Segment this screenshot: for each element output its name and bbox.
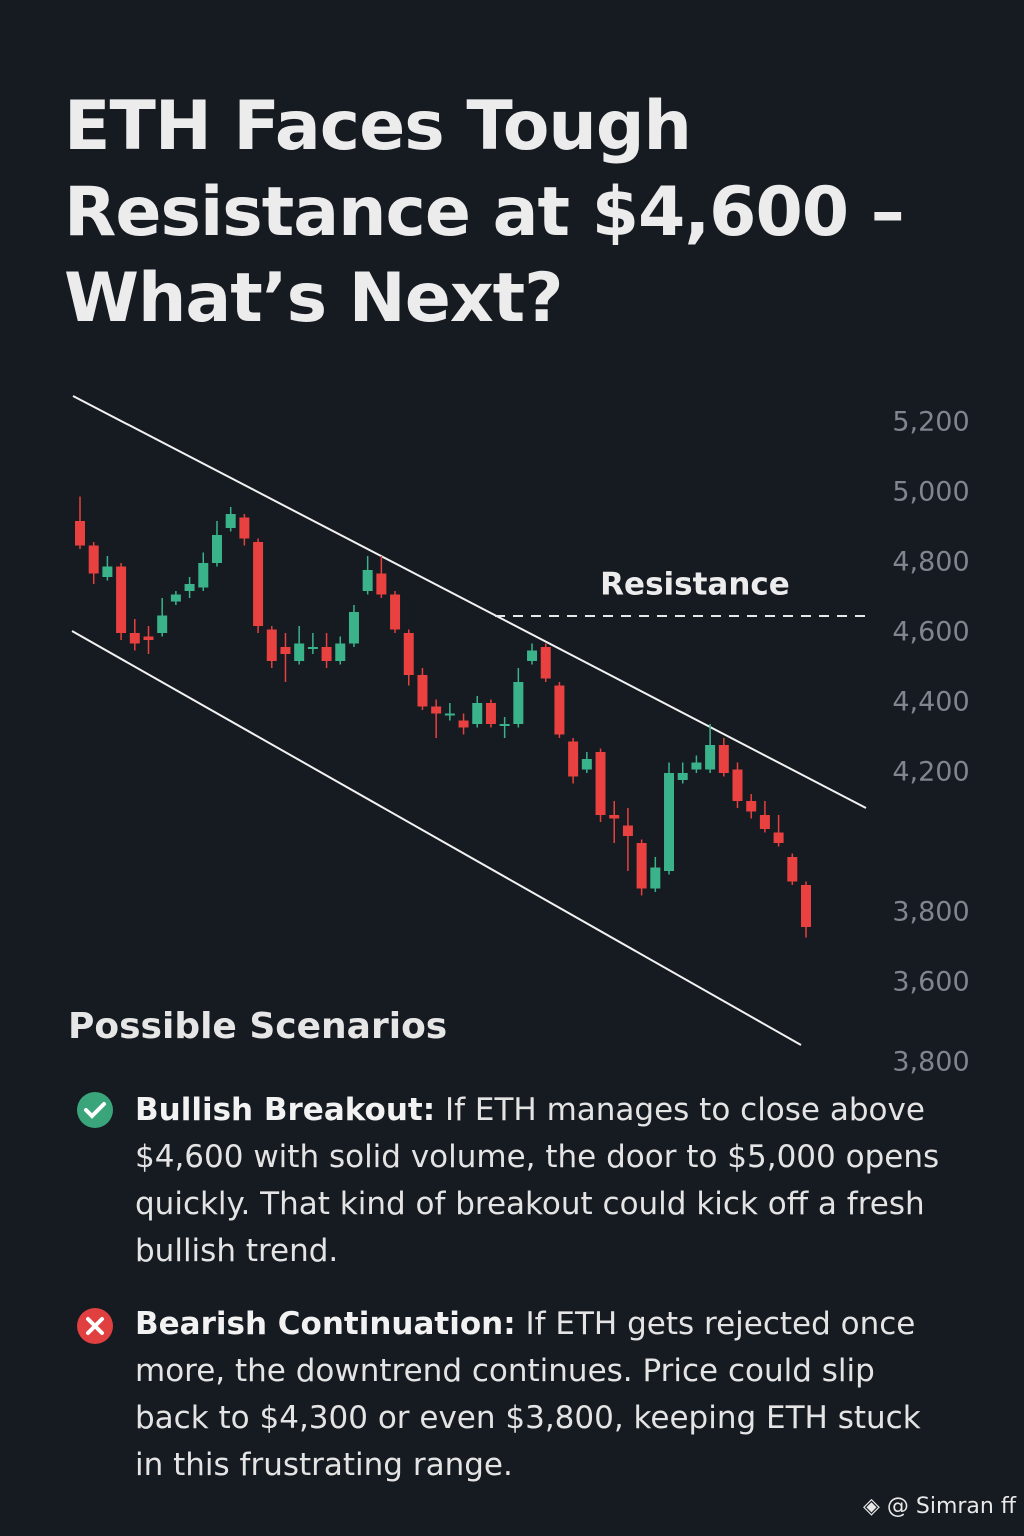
candle-body: [609, 815, 620, 819]
scenario-text: If ETH manages to close above $4,600 wit…: [135, 1092, 940, 1269]
candle-body: [705, 745, 716, 770]
check-icon: [77, 1092, 113, 1128]
candle-body: [787, 857, 798, 882]
candle-body: [581, 759, 592, 770]
title: ETH Faces Tough Resistance at $4,600 – W…: [64, 87, 905, 338]
candle-body: [554, 685, 565, 735]
candle-body: [773, 832, 784, 843]
candle-body: [225, 514, 236, 528]
candle-body: [390, 594, 401, 630]
candle-body: [746, 801, 757, 812]
candle-body: [568, 741, 579, 777]
candle-body: [472, 703, 483, 724]
scenario: Bullish Breakout: If ETH manages to clos…: [135, 1087, 955, 1275]
y-tick-label: 4,400: [892, 687, 969, 718]
scenario-label: Bearish Continuation:: [135, 1306, 516, 1342]
candle-body: [335, 643, 346, 661]
y-tick-label: 5,000: [892, 477, 969, 508]
candle-body: [431, 706, 442, 714]
candle-body: [485, 703, 496, 724]
cross-icon: [77, 1308, 113, 1344]
candle-body: [253, 542, 264, 626]
candle-body: [622, 825, 633, 836]
y-tick-label: 4,200: [892, 757, 969, 788]
annotation: Resistance: [600, 567, 790, 603]
candle-body: [143, 636, 154, 640]
candle-body: [732, 769, 743, 801]
candle-body: [362, 570, 373, 591]
candle-body: [116, 566, 127, 633]
y-tick-label: 3,600: [892, 967, 969, 998]
watermark-text: @ Simran ff: [886, 1494, 1016, 1519]
candle-body: [184, 584, 195, 591]
chart: Resistance 5,200 5,000 4,800 4,600 4,400 4,20…: [71, 395, 970, 1078]
candle-body: [129, 633, 140, 644]
candle-body: [321, 647, 332, 661]
candle-body: [677, 773, 688, 780]
candle-body: [102, 566, 113, 577]
scenario-text: If ETH gets rejected once more, the down…: [135, 1306, 921, 1483]
candle-body: [636, 843, 647, 889]
scenario-label: Bullish Breakout:: [135, 1092, 436, 1128]
watermark: ◈ @ Simran ff: [862, 1494, 1016, 1519]
candle-body: [801, 885, 811, 927]
candle-body: [540, 647, 551, 679]
candle-body: [307, 647, 318, 649]
scenarios-heading: Possible Scenarios: [68, 1006, 448, 1047]
candle-body: [170, 594, 181, 602]
y-tick-label: 4,600: [892, 617, 969, 648]
channel-upper: [72, 395, 867, 809]
candle-body: [239, 517, 250, 539]
candle-body: [294, 643, 305, 661]
candle-body: [444, 713, 455, 716]
channel-lower: [71, 630, 802, 1046]
candle-body: [417, 675, 428, 707]
candle-body: [75, 521, 85, 546]
candle-body: [348, 612, 359, 644]
scenario: Bearish Continuation: If ETH gets reject…: [135, 1301, 955, 1489]
y-tick-label: 3,800: [892, 897, 969, 928]
candle-body: [691, 762, 702, 770]
candle-body: [718, 745, 729, 773]
candle-body: [595, 752, 606, 815]
candle-body: [403, 633, 414, 675]
candle-body: [513, 682, 524, 724]
candle-body: [458, 720, 469, 728]
candle-body: [88, 545, 99, 574]
y-tick-label: 5,200: [892, 407, 969, 438]
candle-body: [376, 573, 387, 595]
candle-body: [527, 650, 538, 661]
candle-body: [280, 647, 291, 654]
candle-body: [266, 629, 277, 661]
candle-body: [211, 535, 222, 563]
candle-body: [157, 615, 168, 633]
candle-body: [198, 563, 209, 588]
candle-body: [650, 867, 661, 889]
y-tick-label: 4,800: [892, 547, 969, 578]
candle-body: [499, 724, 510, 726]
y-tick-label: 3,800: [892, 1047, 969, 1078]
candle-body: [664, 773, 675, 871]
candle-body: [759, 815, 770, 829]
